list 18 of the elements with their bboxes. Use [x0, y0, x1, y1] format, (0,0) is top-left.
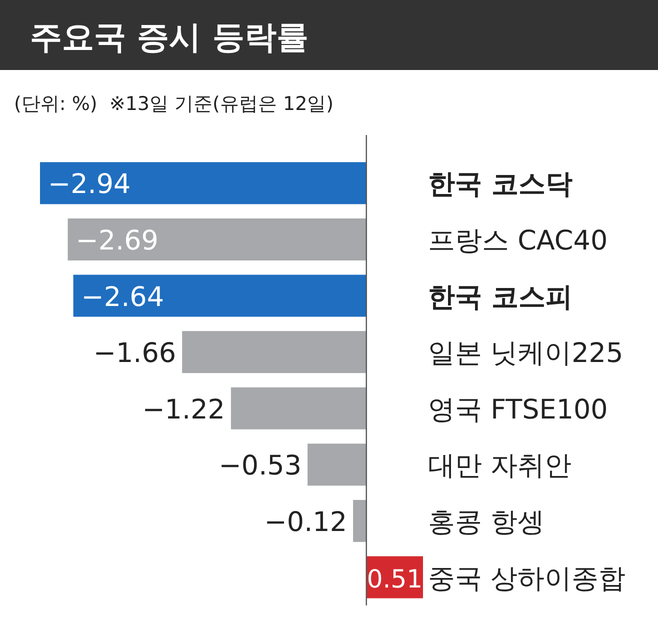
- chart-subtitle: (단위: %) ※13일 기준(유럽은 12일): [14, 93, 334, 115]
- data-label: −1.22: [142, 394, 225, 426]
- data-label: −2.64: [81, 282, 164, 313]
- data-label: −1.66: [93, 338, 176, 370]
- y-tick-label: 대만 자취안: [428, 450, 572, 482]
- data-label: −0.53: [218, 450, 302, 482]
- y-tick-label: 프랑스 CAC40: [428, 225, 608, 256]
- data-label: −2.94: [48, 169, 131, 200]
- y-tick-label: 중국 상하이종합: [428, 563, 626, 594]
- data-label: −2.69: [76, 225, 159, 256]
- y-tick-label: 영국 FTSE100: [428, 394, 608, 426]
- y-tick-label: 한국 코스닥: [428, 169, 572, 200]
- y-tick-label: 한국 코스피: [428, 282, 572, 313]
- y-tick-label: 일본 닛케이225: [428, 338, 624, 370]
- data-label: −0.12: [264, 506, 348, 538]
- y-tick-label: 홍콩 항셍: [428, 506, 545, 538]
- data-label: 0.51: [366, 564, 423, 594]
- chart-title: 주요국 증시 등락률: [30, 18, 308, 56]
